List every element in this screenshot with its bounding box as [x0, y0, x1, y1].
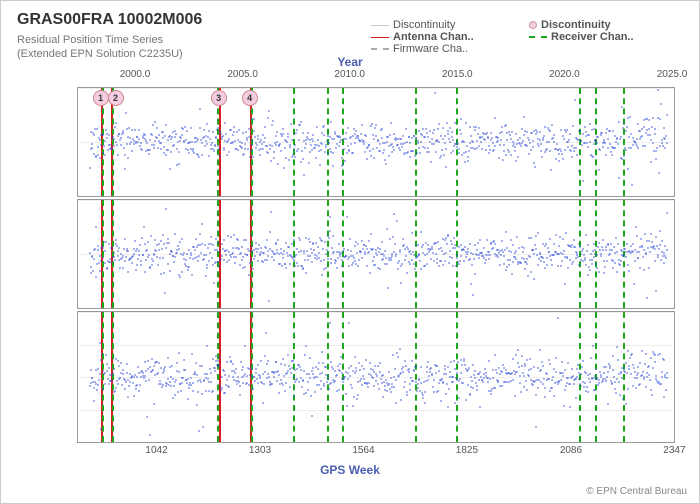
header: GRAS00FRA 10002M006 Residual Position Ti… — [17, 11, 202, 62]
top-tick: 2000.0 — [120, 69, 151, 80]
panel-up: Up[mm]-20-1001020 — [77, 311, 675, 443]
credit-text: © EPN Central Bureau — [586, 486, 687, 497]
chart-title: GRAS00FRA 10002M006 — [17, 11, 202, 29]
bottom-tick: 2086 — [560, 445, 582, 456]
plot-area: North[mm]-100101234East[mm]-10010Up[mm]-… — [77, 87, 675, 443]
top-tick: 2005.0 — [227, 69, 258, 80]
top-tick: 2010.0 — [334, 69, 365, 80]
bottom-axis: 104213031564182520862347 — [77, 445, 675, 459]
legend: Discontinuity Discontinuity Antenna Chan… — [371, 19, 659, 55]
top-axis: 2000.02005.02010.02015.02020.02025.0 — [77, 69, 675, 83]
scatter — [78, 200, 674, 308]
top-tick: 2020.0 — [549, 69, 580, 80]
top-tick: 2015.0 — [442, 69, 473, 80]
panel-east: East[mm]-10010 — [77, 199, 675, 309]
legend-receiver: Receiver Chan.. — [529, 31, 659, 43]
legend-discontinuity-line: Discontinuity — [371, 19, 501, 31]
discontinuity-marker: 4 — [242, 90, 258, 106]
bottom-tick: 1303 — [249, 445, 271, 456]
scatter — [78, 312, 674, 442]
top-axis-label: Year — [1, 55, 699, 69]
bottom-tick: 2347 — [663, 445, 685, 456]
legend-discontinuity-marker: Discontinuity — [529, 19, 659, 31]
discontinuity-marker: 1 — [93, 90, 109, 106]
top-tick: 2025.0 — [657, 69, 688, 80]
time-series-figure: GRAS00FRA 10002M006 Residual Position Ti… — [0, 0, 700, 504]
scatter — [78, 88, 674, 196]
discontinuity-marker: 3 — [211, 90, 227, 106]
legend-antenna: Antenna Chan.. — [371, 31, 501, 43]
bottom-axis-label: GPS Week — [1, 463, 699, 477]
bottom-tick: 1825 — [456, 445, 478, 456]
discontinuity-marker: 2 — [108, 90, 124, 106]
legend-firmware: Firmware Cha.. — [371, 43, 501, 55]
panel-north: North[mm]-100101234 — [77, 87, 675, 197]
bottom-tick: 1042 — [145, 445, 167, 456]
bottom-tick: 1564 — [352, 445, 374, 456]
